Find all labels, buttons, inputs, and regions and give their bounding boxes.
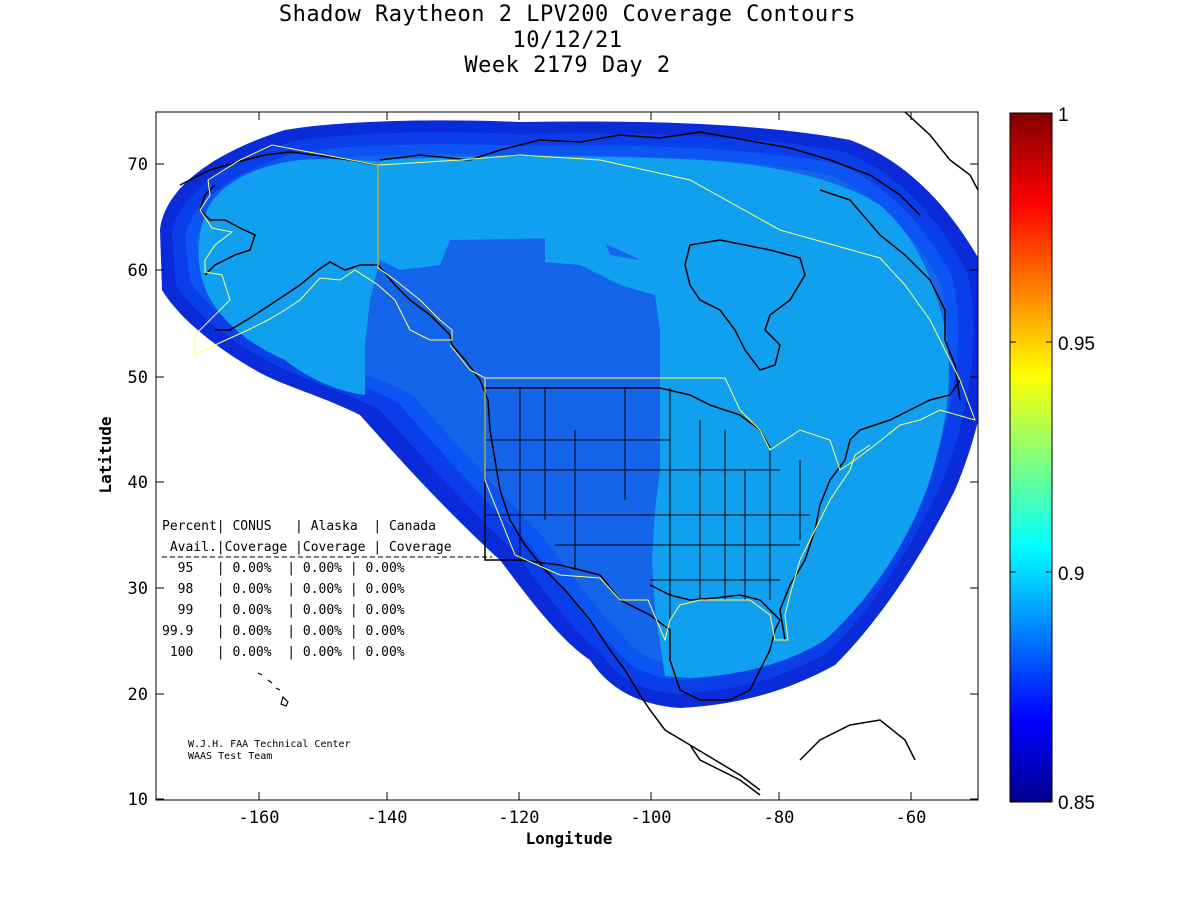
y-tick-label: 70 [128,155,148,175]
x-tick-label: -60 [896,808,927,828]
x-tick-label: -140 [367,808,408,828]
colorbar [1009,112,1053,803]
credit-line-1: W.J.H. FAA Technical Center [188,739,351,750]
y-tick-label: 10 [128,790,148,810]
y-tick-label: 50 [128,368,148,388]
conus-boundary [484,378,871,642]
map-title-line1: Shadow Raytheon 2 LPV200 Coverage Contou… [278,2,857,27]
credit-line-2: WAAS Test Team [188,751,272,762]
x-tick-marks [258,112,912,800]
coastline-pacific [451,344,761,791]
table-header-1: Percent| CONUS | Alaska | Canada [162,519,436,534]
colorbar-tick-label: 0.95 [1058,334,1095,355]
table-header-2: Avail.|Coverage |Coverage | Coverage [162,540,452,555]
map-title-date: 10/12/21 [512,28,623,53]
table-row: 98 | 0.00% | 0.00% | 0.00% [162,582,405,597]
x-axis-label: Longitude [526,829,613,848]
region-boundaries [194,144,976,642]
colorbar-tick-label: 0.9 [1058,564,1084,585]
table-row: 99.9 | 0.00% | 0.00% | 0.00% [162,624,405,639]
coastline-central-america [689,719,916,796]
plot-frame [155,111,979,801]
y-tick-label: 20 [128,685,148,705]
coverage-contour-inner-west [198,159,380,395]
hawaii-islands [257,672,289,707]
greenland-coast [904,112,978,191]
x-tick-label: -100 [631,808,672,828]
alaska-boundary [194,144,453,356]
coastline-layer [179,112,978,796]
coastline-hudson-bay [684,239,806,371]
coastline-gulf [599,574,781,701]
table-row: 99 | 0.00% | 0.00% | 0.00% [162,603,405,618]
y-tick-marks [156,163,978,800]
coastline-atlantic [779,379,961,641]
coverage-table: Percent| CONUS | Alaska | Canada Avail.|… [162,519,492,660]
x-tick-label: -160 [239,808,280,828]
x-tick-label: -120 [499,808,540,828]
colorbar-tick-label: 1 [1058,105,1069,126]
coastline-canada-arctic [379,131,961,401]
canada-boundary [377,154,976,471]
colorbar-tick-label: 0.85 [1058,793,1095,814]
y-tick-label: 30 [128,579,148,599]
us-state-grid [485,388,810,620]
map-title-week: Week 2179 Day 2 [464,53,671,78]
table-row: 100 | 0.00% | 0.00% | 0.00% [162,645,405,660]
colorbar-ticks [1010,112,1052,802]
x-tick-label: -80 [764,808,795,828]
y-tick-label: 60 [128,261,148,281]
y-axis-label: Latitude [96,416,115,493]
y-tick-label: 40 [128,473,148,493]
table-row: 95 | 0.00% | 0.00% | 0.00% [162,561,405,576]
